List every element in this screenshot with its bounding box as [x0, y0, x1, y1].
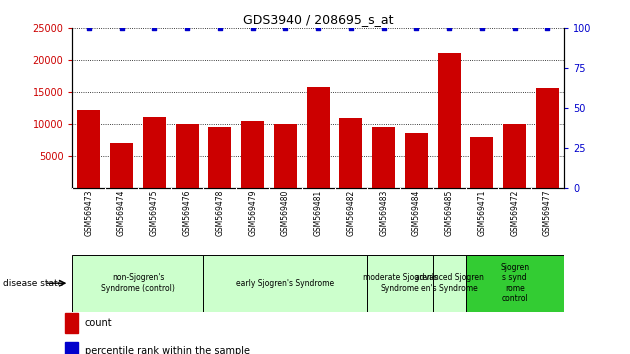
Text: GSM569474: GSM569474 [117, 190, 126, 236]
Text: GSM569477: GSM569477 [543, 190, 552, 236]
Bar [77, 110, 100, 188]
Bar [209, 127, 231, 188]
Point [149, 25, 159, 31]
Bar [433, 255, 466, 312]
Point [411, 25, 421, 31]
Text: GSM569484: GSM569484 [412, 190, 421, 236]
Text: GSM569471: GSM569471 [478, 190, 486, 236]
Bar [536, 87, 559, 188]
Bar [65, 342, 78, 354]
Text: GSM569485: GSM569485 [445, 190, 454, 236]
Point [313, 25, 323, 31]
Bar [143, 117, 166, 188]
Bar [176, 124, 198, 188]
Text: GSM569473: GSM569473 [84, 190, 93, 236]
Bar [438, 52, 461, 188]
Bar [466, 255, 564, 312]
Point [117, 25, 127, 31]
Point [215, 25, 225, 31]
Text: GSM569481: GSM569481 [314, 190, 323, 236]
Bar [503, 124, 526, 188]
Title: GDS3940 / 208695_s_at: GDS3940 / 208695_s_at [243, 13, 393, 26]
Text: GSM569475: GSM569475 [150, 190, 159, 236]
Point [510, 25, 520, 31]
Text: GSM569478: GSM569478 [215, 190, 224, 236]
Text: early Sjogren's Syndrome: early Sjogren's Syndrome [236, 279, 335, 288]
Text: non-Sjogren's
Syndrome (control): non-Sjogren's Syndrome (control) [101, 274, 175, 293]
Bar [372, 127, 395, 188]
Point [542, 25, 553, 31]
Bar [72, 255, 203, 312]
Text: percentile rank within the sample: percentile rank within the sample [84, 346, 249, 354]
Bar [367, 255, 433, 312]
Text: disease state: disease state [3, 279, 64, 288]
Text: GSM569483: GSM569483 [379, 190, 388, 236]
Point [84, 25, 94, 31]
Text: count: count [84, 318, 112, 328]
Bar [110, 143, 133, 188]
Bar [307, 87, 329, 188]
Bar [340, 118, 362, 188]
Point [280, 25, 290, 31]
Point [477, 25, 487, 31]
Point [248, 25, 258, 31]
Bar [203, 255, 367, 312]
Point [346, 25, 356, 31]
Bar [274, 124, 297, 188]
Text: GSM569479: GSM569479 [248, 190, 257, 236]
Point [379, 25, 389, 31]
Text: advanced Sjogren
en's Syndrome: advanced Sjogren en's Syndrome [415, 274, 484, 293]
Text: Sjogren
s synd
rome
control: Sjogren s synd rome control [500, 263, 529, 303]
Bar [405, 133, 428, 188]
Point [444, 25, 454, 31]
Bar [241, 121, 264, 188]
Text: GSM569482: GSM569482 [346, 190, 355, 236]
Point [182, 25, 192, 31]
Text: GSM569472: GSM569472 [510, 190, 519, 236]
Text: GSM569480: GSM569480 [281, 190, 290, 236]
Text: moderate Sjogren's
Syndrome: moderate Sjogren's Syndrome [363, 274, 437, 293]
Bar [65, 313, 78, 333]
Text: GSM569476: GSM569476 [183, 190, 192, 236]
Bar [471, 137, 493, 188]
